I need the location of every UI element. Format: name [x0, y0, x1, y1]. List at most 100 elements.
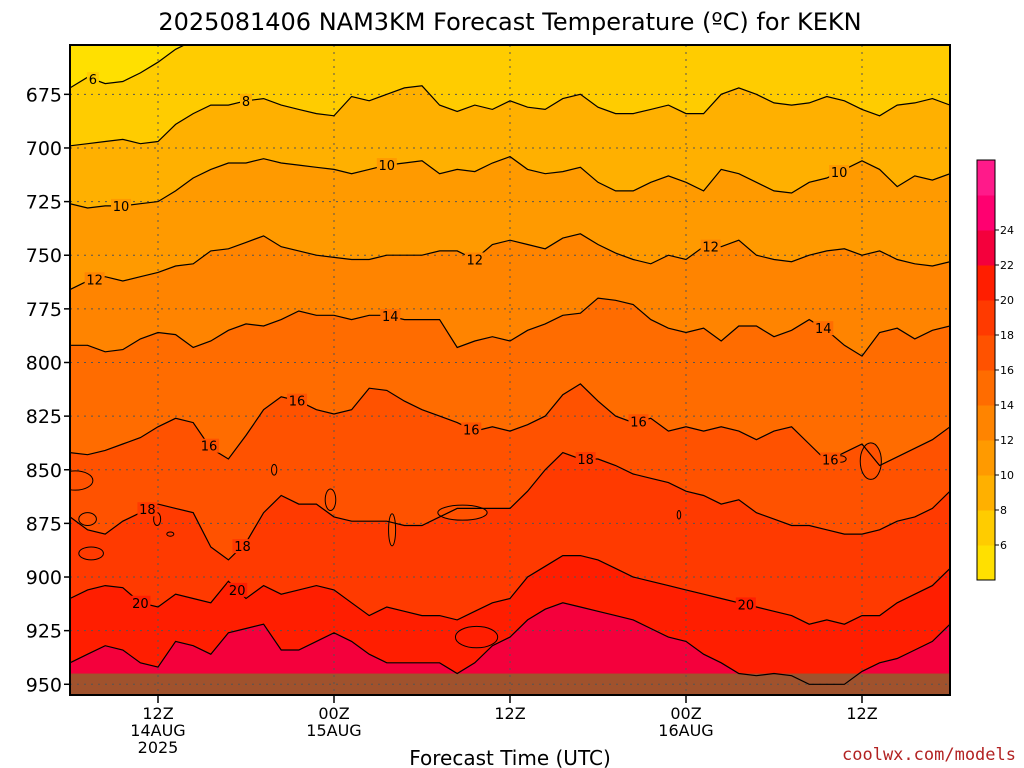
- x-tick-label: 15AUG: [306, 721, 361, 740]
- isotherm-label-bg: [227, 582, 248, 597]
- x-tick-label: 12Z: [494, 704, 525, 723]
- isotherm-label-bg: [240, 93, 252, 108]
- isotherm-cell-16: [324, 488, 337, 512]
- colorbar-label-24: 24: [1000, 224, 1014, 237]
- isotherm-22: [70, 602, 950, 685]
- isotherm-label-16: 16: [289, 395, 306, 410]
- isotherm-label-10: 10: [113, 200, 130, 215]
- isotherm-label-bg: [111, 198, 132, 213]
- isotherm-label-16: 16: [463, 423, 480, 438]
- colorbar: 6 8 10 12 14 16 18 20 22 24: [976, 159, 1014, 581]
- isotherm-label-bg: [376, 158, 397, 173]
- y-tick-label-900: 900: [26, 567, 62, 589]
- y-tick-label-825: 825: [26, 406, 62, 428]
- isotherm-label-10: 10: [831, 166, 848, 181]
- y-tick-label-725: 725: [26, 192, 62, 214]
- credit-text: coolwx.com/models: [842, 745, 1016, 765]
- y-tick-label-950: 950: [26, 674, 62, 696]
- isotherm-label-10: 10: [379, 159, 396, 174]
- y-tick-label-675: 675: [26, 84, 62, 106]
- isotherm-label-bg: [575, 452, 596, 467]
- isotherm-label-bg: [137, 502, 158, 517]
- colorbar-swatch: [977, 405, 995, 441]
- isotherm-cell-18: [78, 546, 104, 561]
- isotherm-label-bg: [700, 239, 721, 254]
- x-tick-label: 14AUG: [130, 721, 185, 740]
- x-tick-label: 16AUG: [658, 721, 713, 740]
- isotherm-14: [70, 297, 950, 357]
- isotherm-label-bg: [464, 252, 485, 267]
- isotherm-cell-16: [271, 463, 278, 476]
- isotherm-cell-16: [70, 470, 94, 491]
- isotherm-label-bg: [287, 393, 308, 408]
- x-tick-label: 00Z: [318, 704, 349, 723]
- terrain-ground: [70, 673, 950, 695]
- isotherm-label-bg: [84, 272, 105, 287]
- colorbar-swatch: [977, 440, 995, 476]
- isotherm-cell-18: [166, 531, 175, 537]
- isotherm-label-bg: [461, 422, 482, 437]
- colorbar-swatch: [977, 265, 995, 301]
- colorbar-swatch: [977, 195, 995, 231]
- y-tick-label-800: 800: [26, 352, 62, 374]
- isotherm-label-bg: [829, 164, 850, 179]
- isotherm-label-16: 16: [822, 453, 839, 468]
- y-tick-label-875: 875: [26, 513, 62, 535]
- y-axis: 675 700 725 750 775 800 825 850 875 900 925 950: [26, 84, 70, 696]
- colorbar-label-20: 20: [1000, 294, 1014, 307]
- isotherm-label-20: 20: [132, 597, 149, 612]
- isotherm-cell-16: [437, 504, 488, 521]
- isotherm-label-14: 14: [382, 310, 399, 325]
- colorbar-label-8: 8: [1000, 504, 1007, 517]
- colorbar-swatch: [977, 545, 995, 581]
- isotherm-label-bg: [735, 597, 756, 612]
- colorbar-label-10: 10: [1000, 469, 1014, 482]
- isotherm-label-bg: [380, 309, 401, 324]
- colorbar-swatch: [977, 300, 995, 336]
- isotherm-label-20: 20: [738, 598, 755, 613]
- colorbar-swatch: [977, 230, 995, 266]
- isotherm-cell-16: [388, 513, 397, 547]
- colorbar-label-16: 16: [1000, 364, 1014, 377]
- isotherm-label-bg: [130, 595, 151, 610]
- x-tick-label: 00Z: [670, 704, 701, 723]
- isotherm-label-bg: [820, 452, 841, 467]
- chart-title: 2025081406 NAM3KM Forecast Temperature (…: [158, 8, 861, 36]
- colorbar-swatch: [977, 335, 995, 371]
- colorbar-label-22: 22: [1000, 259, 1014, 272]
- isotherm-10: [70, 155, 950, 209]
- y-tick-label-775: 775: [26, 299, 62, 321]
- isotherm-label-18: 18: [577, 453, 594, 468]
- isotherm-label-bg: [628, 414, 649, 429]
- isotherm-label-18: 18: [234, 540, 251, 555]
- isotherm-label-bg: [199, 438, 220, 453]
- colorbar-label-18: 18: [1000, 329, 1014, 342]
- isotherm-20: [70, 555, 950, 625]
- isotherm-cell-18: [676, 510, 682, 520]
- isotherm-label-20: 20: [229, 584, 246, 599]
- isotherm-label-8: 8: [242, 95, 250, 110]
- colorbar-label-6: 6: [1000, 539, 1007, 552]
- isotherm-cell-16: [78, 512, 97, 527]
- isotherm-18: [70, 451, 950, 561]
- x-tick-label: 2025: [138, 738, 179, 757]
- isotherm-label-bg: [813, 321, 834, 336]
- y-tick-label-850: 850: [26, 460, 62, 482]
- isotherm-8: [70, 85, 950, 147]
- colorbar-swatch: [977, 160, 995, 196]
- colorbar-label-14: 14: [1000, 399, 1014, 412]
- colorbar-swatch: [977, 510, 995, 546]
- isotherm-label-16: 16: [201, 440, 218, 455]
- isotherm-label-bg: [86, 72, 99, 87]
- isotherm-cell-16: [859, 442, 882, 480]
- x-tick-label: 12Z: [846, 704, 877, 723]
- x-tick-label: 12Z: [142, 704, 173, 723]
- isotherm-label-bg: [232, 539, 253, 554]
- isotherm-label-14: 14: [815, 322, 832, 337]
- isotherm-label-12: 12: [702, 241, 719, 256]
- colorbar-swatch: [977, 475, 995, 511]
